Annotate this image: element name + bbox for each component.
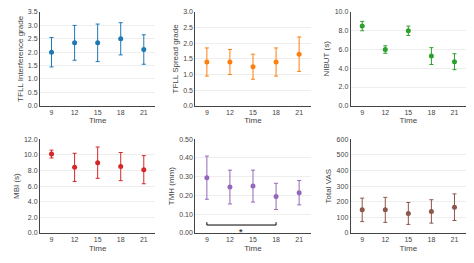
svg-text:TMH (mm): TMH (mm) <box>167 167 176 206</box>
svg-text:2.0: 2.0 <box>28 214 38 221</box>
svg-text:1.0: 1.0 <box>28 75 38 82</box>
svg-text:0: 0 <box>344 229 348 236</box>
svg-text:3.0: 3.0 <box>183 8 193 15</box>
svg-text:15: 15 <box>94 236 102 243</box>
svg-text:Total VAS: Total VAS <box>324 169 333 204</box>
svg-text:NIBUT (s): NIBUT (s) <box>322 41 331 77</box>
svg-text:500: 500 <box>337 151 349 158</box>
svg-text:9: 9 <box>205 109 209 116</box>
svg-text:*: * <box>239 227 243 237</box>
svg-text:1.0: 1.0 <box>183 71 193 78</box>
svg-text:100: 100 <box>337 214 349 221</box>
svg-text:600: 600 <box>337 136 349 143</box>
svg-text:0.50: 0.50 <box>179 136 193 143</box>
svg-text:18: 18 <box>117 109 125 116</box>
svg-text:Time: Time <box>244 244 262 253</box>
svg-text:9: 9 <box>50 236 54 243</box>
svg-text:21: 21 <box>295 236 303 243</box>
svg-text:10.0: 10.0 <box>335 8 349 15</box>
svg-text:2.5: 2.5 <box>28 35 38 42</box>
svg-text:Time: Time <box>89 116 107 125</box>
svg-text:8.0: 8.0 <box>28 167 38 174</box>
svg-text:0.0: 0.0 <box>339 102 349 109</box>
svg-text:21: 21 <box>140 236 148 243</box>
svg-text:0.0: 0.0 <box>28 229 38 236</box>
svg-text:MBI (s): MBI (s) <box>12 173 21 199</box>
svg-text:18: 18 <box>272 236 280 243</box>
svg-text:2.0: 2.0 <box>339 83 349 90</box>
svg-text:300: 300 <box>337 183 349 190</box>
svg-text:0.30: 0.30 <box>179 173 193 180</box>
svg-text:1.5: 1.5 <box>28 62 38 69</box>
svg-text:0.10: 0.10 <box>179 211 193 218</box>
svg-text:0.0: 0.0 <box>183 102 193 109</box>
svg-text:200: 200 <box>337 198 349 205</box>
svg-text:TFLL Spread grade: TFLL Spread grade <box>171 24 180 94</box>
svg-text:Time: Time <box>244 116 262 125</box>
svg-text:15: 15 <box>404 236 412 243</box>
svg-text:Time: Time <box>400 116 418 125</box>
svg-text:12: 12 <box>381 236 389 243</box>
svg-text:12: 12 <box>71 109 79 116</box>
svg-text:18: 18 <box>428 236 436 243</box>
svg-text:400: 400 <box>337 167 349 174</box>
svg-text:21: 21 <box>140 109 148 116</box>
svg-text:TFLL Interference grade: TFLL Interference grade <box>16 15 25 102</box>
svg-text:15: 15 <box>249 236 257 243</box>
svg-text:2.5: 2.5 <box>183 24 193 31</box>
svg-text:0.40: 0.40 <box>179 154 193 161</box>
svg-text:6.0: 6.0 <box>339 46 349 53</box>
svg-text:2.0: 2.0 <box>183 40 193 47</box>
svg-text:21: 21 <box>451 109 459 116</box>
svg-text:4.0: 4.0 <box>28 198 38 205</box>
svg-text:18: 18 <box>428 109 436 116</box>
svg-text:Time: Time <box>400 244 418 253</box>
svg-text:9: 9 <box>360 109 364 116</box>
svg-text:3.0: 3.0 <box>28 22 38 29</box>
svg-text:0.5: 0.5 <box>28 89 38 96</box>
svg-text:9: 9 <box>205 236 209 243</box>
svg-text:18: 18 <box>272 109 280 116</box>
svg-text:12: 12 <box>226 236 234 243</box>
svg-text:15: 15 <box>404 109 412 116</box>
svg-text:21: 21 <box>295 109 303 116</box>
svg-text:12: 12 <box>226 109 234 116</box>
svg-text:0.00: 0.00 <box>179 229 193 236</box>
svg-text:1.5: 1.5 <box>183 55 193 62</box>
svg-text:15: 15 <box>249 109 257 116</box>
svg-text:0.0: 0.0 <box>28 102 38 109</box>
svg-text:0.20: 0.20 <box>179 192 193 199</box>
svg-text:15: 15 <box>94 109 102 116</box>
svg-text:2.0: 2.0 <box>28 49 38 56</box>
svg-text:9: 9 <box>360 236 364 243</box>
svg-text:9: 9 <box>50 109 54 116</box>
svg-text:21: 21 <box>451 236 459 243</box>
svg-text:12: 12 <box>381 109 389 116</box>
svg-text:6.0: 6.0 <box>28 183 38 190</box>
svg-text:12.0: 12.0 <box>24 136 38 143</box>
svg-text:8.0: 8.0 <box>339 27 349 34</box>
svg-text:12: 12 <box>71 236 79 243</box>
svg-text:Time: Time <box>89 244 107 253</box>
svg-text:10.0: 10.0 <box>24 151 38 158</box>
svg-text:18: 18 <box>117 236 125 243</box>
svg-text:3.5: 3.5 <box>28 8 38 15</box>
svg-text:4.0: 4.0 <box>339 65 349 72</box>
svg-text:0.5: 0.5 <box>183 87 193 94</box>
